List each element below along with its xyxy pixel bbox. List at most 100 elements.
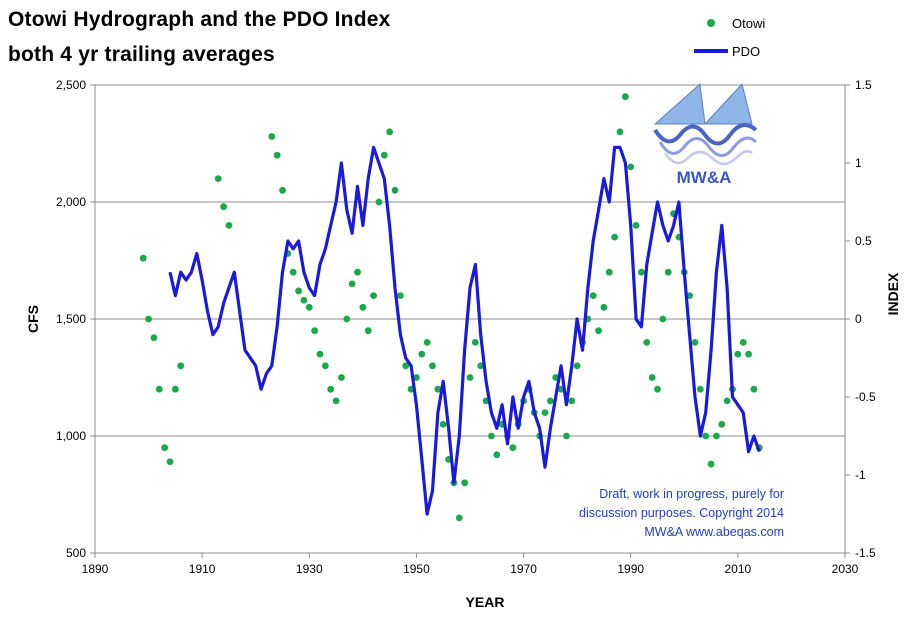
chart-title-line-2: both 4 yr trailing averages <box>8 43 275 66</box>
y-left-tick-label: 2,500 <box>56 78 86 92</box>
otowi-point <box>177 362 185 370</box>
otowi-point <box>150 334 158 342</box>
otowi-point <box>659 315 667 323</box>
logo-sail-left <box>653 82 706 125</box>
otowi-point <box>466 374 474 381</box>
otowi-point <box>380 151 388 159</box>
otowi-point <box>289 268 297 276</box>
otowi-point <box>546 397 554 405</box>
otowi-point <box>664 268 672 276</box>
y-right-tick-label: 1.5 <box>855 78 872 92</box>
otowi-point <box>145 315 152 323</box>
x-tick-label: 1930 <box>296 562 323 576</box>
otowi-point <box>750 385 758 393</box>
otowi-point <box>327 385 335 393</box>
otowi-point <box>391 186 399 194</box>
y-right-tick-label: -1.5 <box>855 546 876 560</box>
otowi-point <box>605 268 613 276</box>
otowi-point <box>691 339 699 346</box>
otowi-point <box>595 327 602 335</box>
otowi-point <box>348 280 356 288</box>
otowi-point <box>316 350 324 358</box>
y-left-tick-label: 1,000 <box>56 429 86 443</box>
otowi-point <box>386 128 394 136</box>
otowi-point <box>461 479 469 487</box>
otowi-point <box>632 222 640 229</box>
otowi-point <box>434 385 442 393</box>
x-axis-title: YEAR <box>466 594 505 610</box>
otowi-point <box>713 432 720 440</box>
y-left-tick-label: 2,000 <box>56 195 86 209</box>
otowi-point <box>455 514 463 522</box>
otowi-point <box>171 385 179 393</box>
otowi-point <box>418 350 426 358</box>
otowi-point <box>375 198 383 206</box>
otowi-point <box>488 432 495 440</box>
legend-otowi-label: Otowi <box>732 16 765 31</box>
otowi-point <box>648 374 656 381</box>
otowi-point <box>745 350 752 358</box>
otowi-point <box>638 268 645 276</box>
x-tick-label: 2010 <box>725 562 752 576</box>
otowi-point <box>654 385 661 393</box>
otowi-point <box>225 222 233 229</box>
otowi-point <box>541 409 549 416</box>
otowi-point <box>396 292 404 299</box>
otowi-point <box>696 385 704 393</box>
otowi-point <box>300 296 308 304</box>
otowi-point <box>370 292 377 299</box>
otowi-point <box>321 362 329 370</box>
y-right-tick-label: 0 <box>855 312 862 326</box>
otowi-point <box>734 350 742 358</box>
otowi-point <box>627 163 635 171</box>
otowi-point <box>343 315 351 323</box>
otowi-point <box>621 93 629 101</box>
y-right-tick-label: 0.5 <box>855 234 872 248</box>
otowi-point <box>423 339 431 346</box>
otowi-point <box>166 458 174 466</box>
otowi-point <box>471 339 479 346</box>
otowi-point <box>718 420 726 428</box>
x-tick-label: 1910 <box>189 562 216 576</box>
mwa-logo <box>653 82 758 166</box>
pdo-series-line <box>168 145 761 516</box>
otowi-point <box>439 420 447 428</box>
otowi-point <box>600 303 608 311</box>
logo-wave-2 <box>658 136 758 157</box>
chart-title-line-1: Otowi Hydrograph and the PDO Index <box>8 8 391 31</box>
x-tick-label: 2030 <box>832 562 859 576</box>
otowi-point <box>295 287 302 295</box>
y-right-axis-title: INDEX <box>885 272 901 315</box>
otowi-point <box>413 374 420 381</box>
otowi-point <box>311 327 319 335</box>
x-tick-label: 1970 <box>510 562 537 576</box>
annotation-line-3: MW&A www.abeqas.com <box>644 525 784 539</box>
otowi-point <box>477 362 485 370</box>
otowi-point <box>643 339 651 346</box>
legend-pdo-label: PDO <box>732 44 760 59</box>
otowi-point <box>573 362 581 370</box>
x-tick-label: 1890 <box>82 562 109 576</box>
annotation-line-1: Draft, work in progress, purely for <box>599 487 784 501</box>
otowi-point <box>268 133 276 140</box>
logo-sail-right <box>703 82 753 125</box>
x-tick-label: 1990 <box>617 562 644 576</box>
otowi-point <box>702 432 710 440</box>
otowi-point <box>214 175 222 183</box>
otowi-point <box>155 385 163 393</box>
y-left-axis-title: CFS <box>25 305 41 333</box>
y-right-tick-label: -0.5 <box>855 390 876 404</box>
otowi-point <box>493 451 501 459</box>
otowi-point <box>429 362 436 370</box>
otowi-point <box>568 397 576 405</box>
otowi-point <box>161 444 169 452</box>
otowi-point <box>139 254 147 262</box>
otowi-point <box>220 203 227 211</box>
otowi-point <box>509 444 517 452</box>
y-right-tick-label: 1 <box>855 156 862 170</box>
otowi-point <box>364 327 372 335</box>
logo-wave-1 <box>653 123 758 146</box>
logo-text: MW&A <box>677 168 732 187</box>
y-left-tick-label: 500 <box>66 546 86 560</box>
